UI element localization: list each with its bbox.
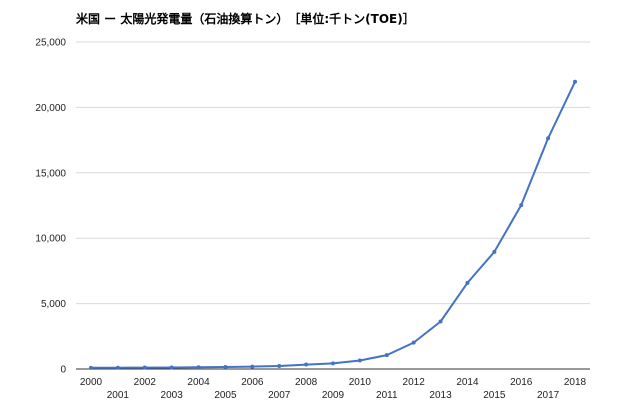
data-point[interactable] [546,136,551,141]
data-point[interactable] [384,353,389,358]
x-tick-label: 2016 [510,377,533,388]
y-tick-label: 0 [60,365,66,376]
x-tick-label: 2003 [161,390,184,401]
chart-title: 米国 ー 太陽光発電量（石油換算トン） ［単位:千トン(TOE)］ [76,12,415,26]
data-point[interactable] [357,358,362,363]
x-tick-label: 2000 [80,377,103,388]
x-tick-label: 2015 [483,390,506,401]
series-line [90,81,576,369]
x-tick-label: 2018 [564,377,587,388]
data-point[interactable] [142,365,147,370]
x-tick-label: 2001 [107,390,130,401]
data-point[interactable] [438,319,443,324]
data-point[interactable] [519,203,524,208]
data-point[interactable] [465,280,470,285]
x-tick-label: 2017 [537,390,560,401]
data-point[interactable] [331,361,335,366]
x-tick-label: 2006 [241,377,264,388]
x-tick-label: 2012 [403,377,426,388]
y-tick-label: 15,000 [35,168,66,179]
data-point[interactable] [89,365,93,370]
x-tick-label: 2007 [268,390,291,401]
x-tick-label: 2009 [322,390,345,401]
x-tick-label: 2008 [295,377,318,388]
data-point[interactable] [196,365,201,370]
data-point[interactable] [411,340,416,345]
data-point[interactable] [115,365,120,370]
data-point[interactable] [223,365,228,370]
data-point[interactable] [277,363,282,368]
x-tick-label: 2002 [134,377,157,388]
y-tick-label: 20,000 [35,103,66,114]
x-tick-label: 2010 [349,377,372,388]
data-point[interactable] [304,362,309,367]
y-tick-label: 10,000 [35,234,66,245]
x-tick-label: 2014 [456,377,479,388]
x-tick-label: 2011 [376,390,398,401]
x-tick-label: 2013 [429,390,452,401]
data-point[interactable] [250,364,255,369]
data-point[interactable] [169,365,174,370]
data-point[interactable] [573,79,577,84]
y-tick-label: 5,000 [41,299,66,310]
x-tick-label: 2004 [187,377,210,388]
y-tick-label: 25,000 [35,38,66,49]
x-tick-label: 2005 [214,390,237,401]
data-point[interactable] [492,249,497,254]
